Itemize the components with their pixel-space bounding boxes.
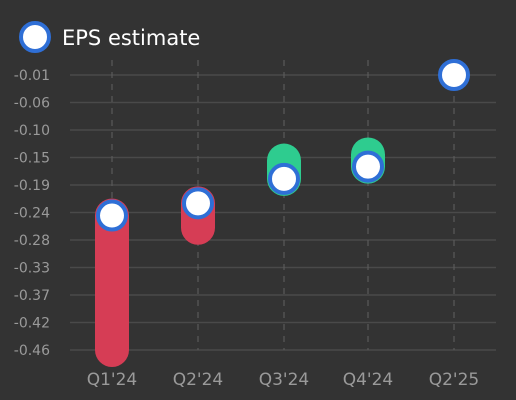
y-tick-label: -0.33 [14,261,50,277]
legend-label: EPS estimate [62,26,200,50]
legend[interactable]: EPS estimate [19,21,200,53]
eps-estimate-marker[interactable] [268,162,300,195]
y-tick-label: -0.24 [14,206,50,222]
x-tick-label: Q2'24 [173,370,224,390]
x-tick-label: Q1'24 [87,370,138,390]
eps-estimate-marker[interactable] [182,187,214,220]
y-tick-label: -0.28 [14,233,50,249]
grid-layer [70,60,496,351]
y-tick-label: -0.37 [14,288,50,304]
x-tick-label: Q3'24 [259,370,310,390]
eps-estimate-marker[interactable] [438,59,470,91]
y-tick-label: -0.15 [14,151,50,167]
y-tick-label: -0.01 [14,68,50,84]
label-layer: -0.01 -0.06 -0.10 -0.15 -0.19 -0.24 -0.28 -0.33… [14,68,479,390]
legend-marker-icon [19,21,51,53]
bar-layer [95,137,385,367]
eps-estimate-marker[interactable] [352,150,384,183]
y-tick-label: -0.42 [14,316,50,332]
y-tick-label: -0.46 [14,343,50,359]
y-tick-label: -0.19 [14,178,50,194]
eps-estimate-marker[interactable] [96,199,128,232]
x-tick-label: Q4'24 [343,370,394,390]
marker-layer [96,59,470,232]
y-tick-label: -0.06 [14,96,50,112]
y-tick-label: -0.10 [14,123,50,139]
x-tick-label: Q2'25 [429,370,480,390]
